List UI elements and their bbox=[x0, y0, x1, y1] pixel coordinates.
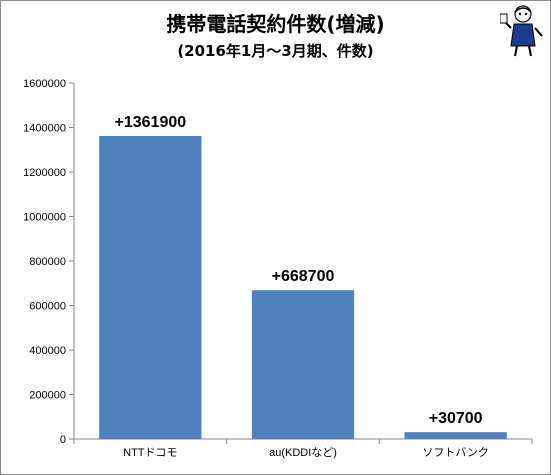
data-label: +30700 bbox=[429, 410, 483, 427]
data-label: +1361900 bbox=[115, 114, 187, 131]
y-tick-label: 400000 bbox=[29, 345, 66, 357]
y-tick-label: 1200000 bbox=[23, 167, 66, 179]
y-tick-label: 200000 bbox=[29, 390, 66, 402]
bar bbox=[404, 432, 507, 439]
y-tick-label: 0 bbox=[60, 434, 66, 446]
chart-title: 携帯電話契約件数(増減) bbox=[166, 12, 385, 36]
y-tick-label: 1400000 bbox=[23, 123, 66, 135]
y-tick-label: 600000 bbox=[29, 301, 66, 313]
y-tick-label: 1600000 bbox=[23, 78, 66, 90]
bar bbox=[251, 290, 355, 439]
mascot-icon bbox=[500, 5, 543, 57]
bar bbox=[99, 135, 202, 440]
x-category-label: au(KDDIなど) bbox=[269, 446, 337, 459]
y-tick-label: 1000000 bbox=[23, 212, 66, 224]
data-label: +668700 bbox=[272, 268, 335, 285]
x-category-label: ソフトバンク bbox=[422, 446, 489, 459]
x-category-label: NTTドコモ bbox=[123, 447, 177, 459]
y-tick-label: 800000 bbox=[29, 256, 66, 268]
chart-subtitle: (2016年1月～3月期、件数) bbox=[177, 42, 374, 60]
